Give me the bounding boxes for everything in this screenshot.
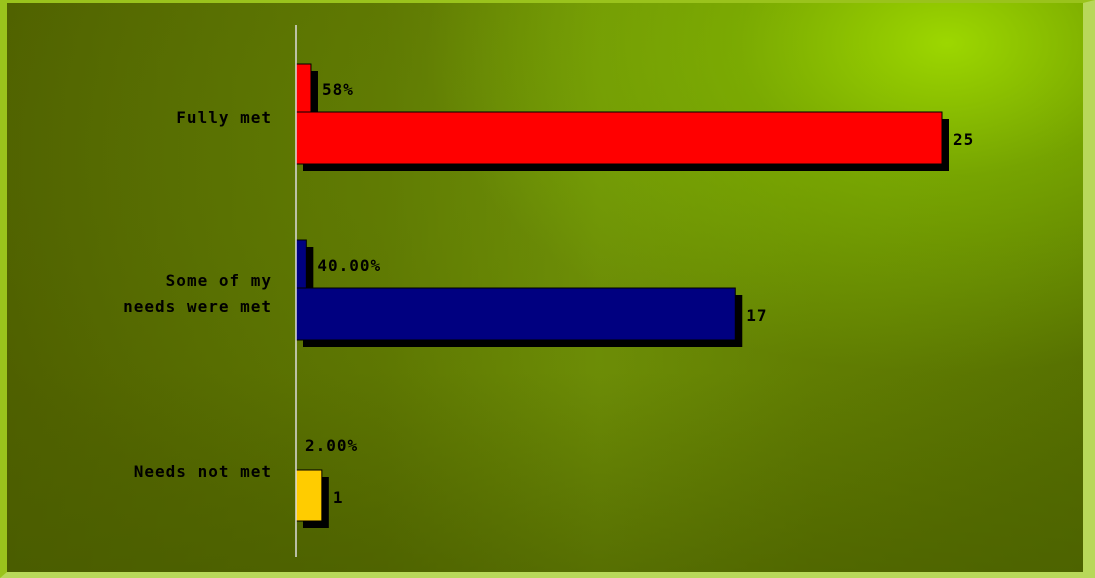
data-label-needs-not-met-count: 1: [333, 488, 344, 507]
bar-fully-met-count: [295, 111, 943, 165]
labels-layer: 58% 25 Fully met 40.00% 17 Some of my needs we…: [123, 80, 974, 507]
bar-fully-met-percent: [295, 63, 312, 113]
data-label-some-needs-met-percent: 40.00%: [317, 256, 381, 275]
data-label-some-needs-met-count: 17: [746, 306, 767, 325]
data-label-needs-not-met-percent: 2.00%: [305, 436, 358, 455]
bar-some-needs-met-percent: [295, 239, 307, 289]
data-label-fully-met-count: 25: [953, 130, 974, 149]
category-label-some-needs-met-line1: Some of my: [166, 271, 272, 290]
category-label-fully-met: Fully met: [176, 108, 272, 127]
category-label-needs-not-met: Needs not met: [134, 462, 272, 481]
category-label-some-needs-met-line2: needs were met: [123, 297, 272, 316]
bars-layer: [295, 63, 949, 528]
bar-some-needs-met-count: [295, 287, 736, 341]
data-label-fully-met-percent: 58%: [322, 80, 354, 99]
bar-some-needs-met-percent-shadow: [303, 247, 314, 295]
bar-needs-not-met-count: [295, 469, 323, 522]
